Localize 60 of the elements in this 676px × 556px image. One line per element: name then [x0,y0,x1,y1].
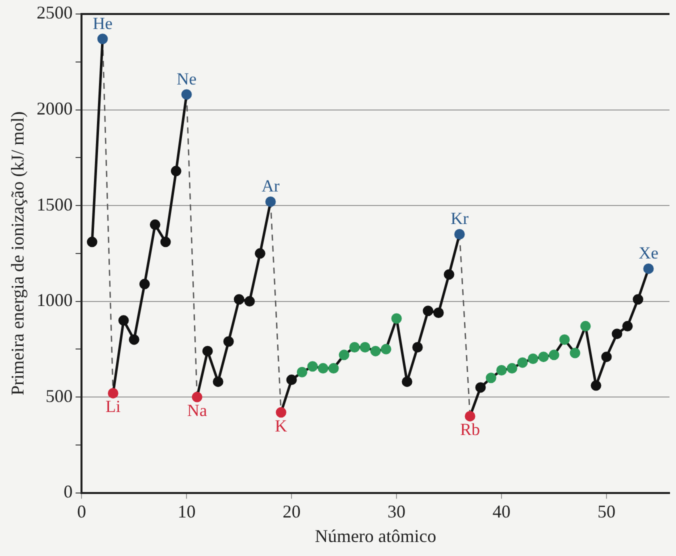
point [97,34,108,44]
point [307,361,318,372]
point [538,352,549,362]
x-axis-title: Número atômico [314,526,436,546]
annotation: Xe [638,244,658,263]
point [202,346,213,356]
x-tick-label: 20 [282,501,301,522]
point [548,350,560,360]
point [464,410,476,422]
annotation: Li [106,397,121,416]
point [486,372,496,384]
point [160,236,171,248]
y-tick-label: 1000 [36,290,73,310]
y-axis-title: Primeira energia de ionização (kJ/ mol) [8,111,28,396]
annotation: Na [187,401,208,420]
point [244,296,255,307]
point [559,334,570,345]
annotation: Kr [450,209,469,228]
annotation: Ne [176,69,196,88]
annotation: K [274,416,288,436]
point [128,334,140,345]
point [360,342,370,352]
point [192,392,202,402]
annotation: He [92,14,113,33]
point [254,248,266,259]
point [328,363,339,374]
point [338,350,350,360]
point [318,363,328,374]
y-tick-label: 1500 [36,194,73,214]
x-tick-label: 30 [388,501,406,522]
point [506,363,518,374]
point [139,278,150,290]
point [349,342,360,352]
annotation: Rb [460,420,480,440]
point [517,357,528,368]
y-tick-label: 500 [46,386,73,406]
point [580,320,591,332]
y-tick-label: 2000 [36,98,73,118]
point [296,366,308,378]
point [108,388,118,398]
point [150,219,160,230]
point [391,313,402,324]
x-tick-label: 50 [598,501,616,522]
x-tick-label: 0 [77,501,86,522]
x-tick-label: 40 [492,501,511,522]
point [118,315,129,326]
point [212,376,224,387]
point [223,336,234,347]
point [380,344,392,354]
point [370,346,381,356]
y-tick-label: 0 [64,482,73,502]
point [234,294,244,305]
point [496,364,507,376]
x-tick-label: 10 [178,501,196,522]
annotation: Ar [262,176,280,196]
point [570,348,580,358]
point [170,166,182,176]
y-tick-label: 2500 [36,2,73,23]
point [528,353,538,364]
point [276,407,286,418]
